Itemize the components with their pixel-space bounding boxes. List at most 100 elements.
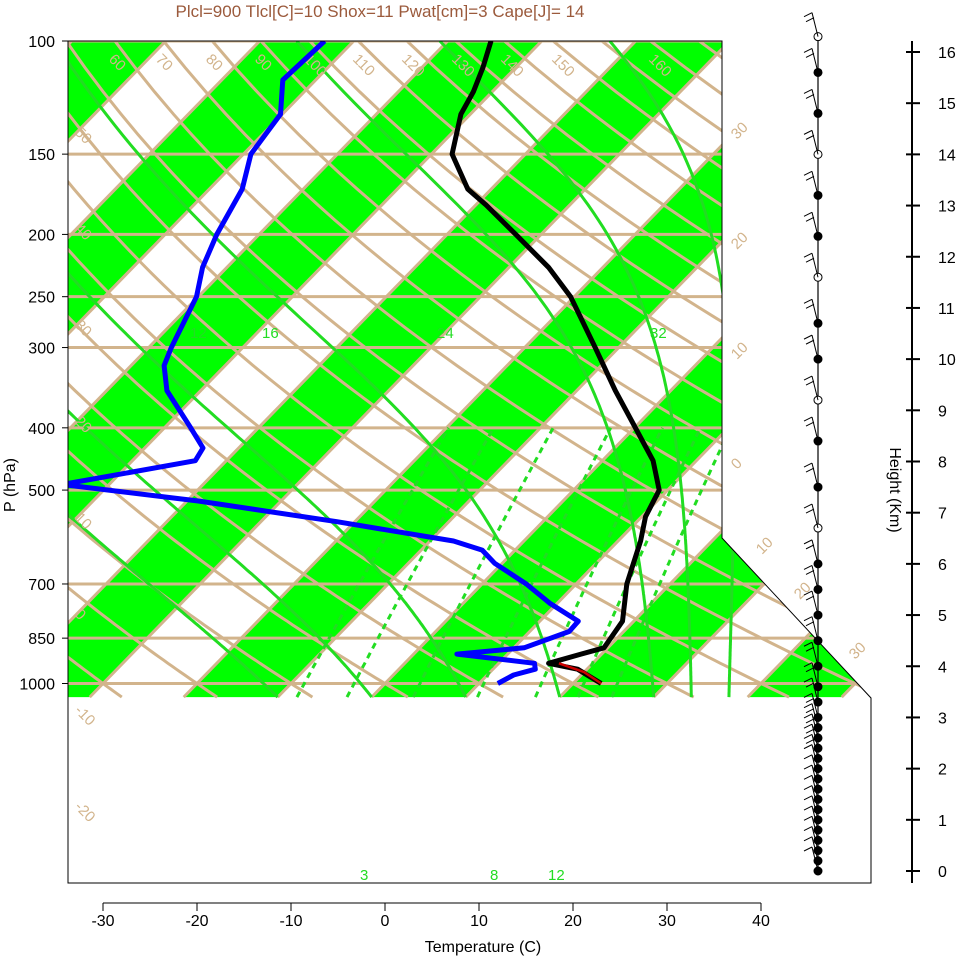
moist-adiabat [68, 41, 279, 699]
height-tick-label: 4 [938, 659, 947, 676]
height-tick-label: 0 [938, 864, 947, 881]
x-tick-label: -10 [279, 913, 302, 930]
mixing-ratio-line [295, 427, 450, 698]
wind-barb [811, 253, 819, 278]
wind-barb-flag [803, 744, 813, 750]
wind-barb-flag [803, 616, 813, 622]
moist-adiabat-label: 10 [728, 339, 752, 363]
wind-barb-flag [803, 774, 813, 780]
wind-barb [811, 677, 819, 703]
dry-adiabat [68, 41, 695, 699]
wind-barb [811, 416, 819, 442]
wind-barb-flag [803, 723, 813, 729]
dry-adiabat [68, 41, 314, 699]
dry-adiabat [68, 41, 600, 699]
mixing-ratio-line [411, 427, 555, 698]
height-tick-label: 1 [938, 813, 947, 830]
isotherm-line [652, 41, 871, 699]
wind-barb [811, 693, 819, 718]
height-axis-label: Height (Km) [886, 447, 903, 532]
wind-barb [811, 565, 819, 590]
parcel-profile [558, 662, 602, 685]
wind-barb-flag [805, 728, 815, 734]
height-tick-label: 16 [938, 45, 956, 62]
wind-barb-flag [803, 641, 813, 647]
y-tick-label: 150 [28, 147, 55, 164]
wind-barb [811, 212, 819, 237]
wind-barb-flag [805, 467, 815, 473]
isotherm-line [68, 41, 637, 699]
wind-barb [811, 130, 819, 155]
height-tick-label: 14 [938, 147, 956, 164]
mixing-ratio-line [534, 427, 664, 698]
wind-barb [811, 12, 819, 37]
wind-profile [803, 12, 823, 876]
x-axis-label: Temperature (C) [425, 939, 541, 956]
wind-barb-flag [803, 692, 813, 698]
wind-barb-flag [803, 662, 813, 668]
wind-barb-flag [803, 590, 813, 596]
moist-adiabat [438, 41, 693, 698]
wind-barb-flag [805, 134, 815, 140]
dewpoint-profile [68, 41, 581, 686]
y-tick-label: 500 [28, 483, 55, 500]
wind-barb-flag [803, 539, 813, 545]
wind-barb-flag [805, 17, 815, 23]
wind-barb-flag [803, 170, 813, 176]
isotherm-label: -10 [71, 702, 98, 729]
height-tick-label: 8 [938, 455, 947, 472]
wind-barb-flag [805, 646, 815, 652]
y-axis-label: P (hPa) [2, 458, 19, 512]
wind-barb-flag [805, 682, 815, 688]
height-tick-label: 12 [938, 250, 956, 267]
height-tick-label: 9 [938, 403, 947, 420]
height-tick-label: 7 [938, 506, 947, 523]
height-tick-label: 15 [938, 96, 956, 113]
moist-adiabat-label: 20 [791, 579, 815, 603]
wind-barb-flag [805, 257, 815, 263]
wind-barb-flag [803, 703, 813, 709]
y-tick-label: 250 [28, 290, 55, 307]
sounding-profiles [68, 41, 662, 686]
wind-barb [811, 590, 819, 616]
wind-barb-flag [803, 298, 813, 304]
y-axis: 100 150 200 250 300 400 500 700 850 1000 [19, 34, 68, 694]
dry-adiabat-label: 70 [152, 51, 176, 75]
wind-barb-flag [805, 93, 815, 99]
wind-barb [811, 503, 819, 529]
moist-adiabat [68, 41, 373, 699]
wind-barb-flag [805, 697, 815, 703]
wind-barb-flag [805, 303, 815, 309]
wind-barb-flag [805, 380, 815, 386]
wind-barb [811, 299, 819, 324]
dry-adiabat [357, 41, 871, 699]
moist-adiabat [295, 41, 656, 698]
isotherm-label: -20 [71, 798, 98, 825]
height-tick-label: 6 [938, 557, 947, 574]
x-tick-label: 10 [470, 913, 488, 930]
wind-barb-flag [805, 339, 815, 345]
mixing-ratio-label: 3 [360, 867, 368, 884]
wind-barb [811, 642, 819, 667]
moist-adiabat-label: 30 [846, 639, 870, 663]
wind-barb-flag [803, 785, 813, 791]
wind-barb-flag [803, 416, 813, 422]
y-tick-label: 700 [28, 577, 55, 594]
x-tick-label: 20 [564, 913, 582, 930]
dry-adiabat-label: 150 [548, 51, 578, 81]
wind-barb-flag [803, 252, 813, 258]
y-tick-label: 1000 [19, 677, 55, 694]
x-axis: -30 -20 -10 0 10 20 30 40 [91, 902, 770, 930]
y-tick-label: 100 [28, 34, 55, 51]
wind-barb-flag [805, 53, 815, 58]
temp-band [68, 41, 354, 698]
wind-barb-flag [805, 667, 815, 673]
y-tick-label: 200 [28, 227, 55, 244]
wind-barb-flag [803, 375, 813, 381]
wind-barb-flag [805, 508, 815, 514]
wind-barb-flag [803, 846, 813, 852]
moist-adiabat-label: 30 [728, 119, 752, 143]
moist-adiabat-label: 0 [728, 455, 746, 473]
